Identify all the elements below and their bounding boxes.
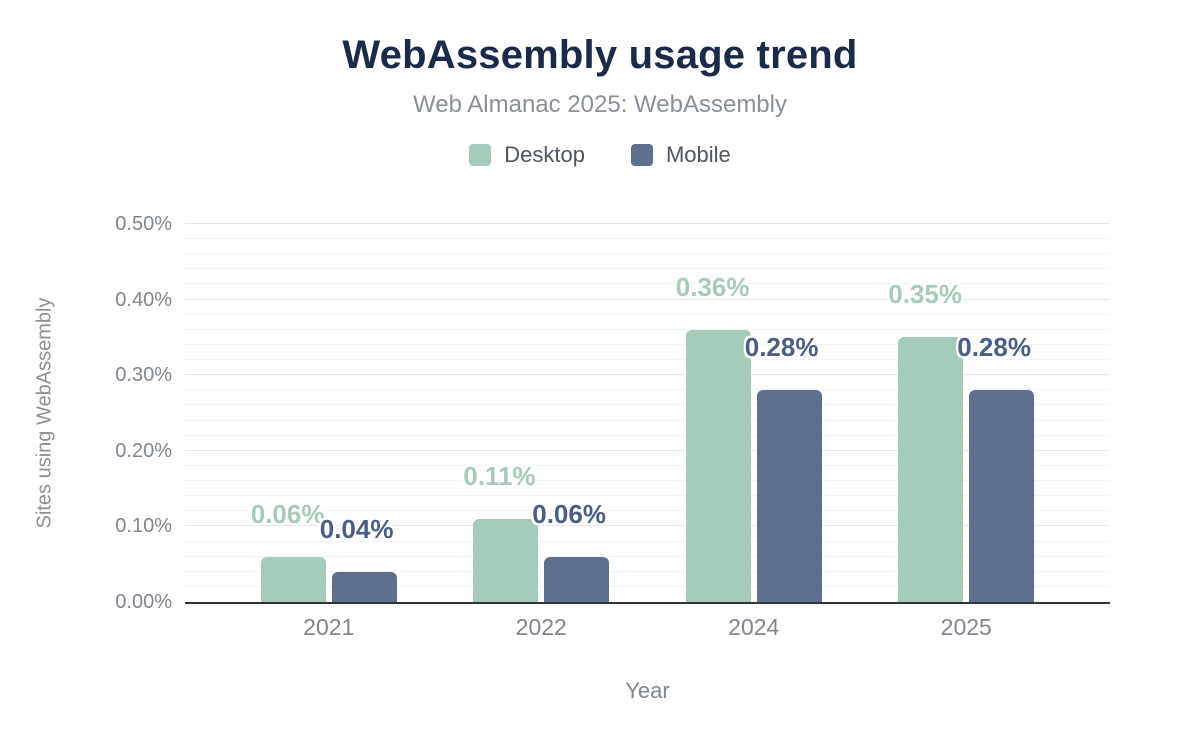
- bar-desktop-2022: [473, 518, 539, 602]
- bar-mobile-2021: [331, 571, 397, 602]
- y-axis-title: Sites using WebAssembly: [33, 297, 56, 529]
- legend-swatch-desktop: [469, 144, 492, 166]
- gridline-major: [185, 374, 1110, 376]
- gridline-major: [185, 298, 1110, 300]
- gridline-minor: [185, 389, 1110, 391]
- bar-desktop-2024: [685, 329, 751, 602]
- gridline-minor: [185, 585, 1110, 587]
- bar-label-mobile-2025: 0.28%: [957, 332, 1031, 363]
- y-tick-0.50%: 0.50%: [115, 213, 172, 235]
- gridline-minor: [185, 419, 1110, 421]
- bar-label-mobile-2022: 0.06%: [532, 498, 606, 529]
- gridline-minor: [185, 464, 1110, 466]
- gridline-minor: [185, 313, 1110, 315]
- y-tick-0.10%: 0.10%: [115, 515, 172, 538]
- gridline-minor: [185, 495, 1110, 497]
- bar-desktop-2025: [898, 337, 964, 602]
- bar-mobile-2024: [756, 390, 822, 602]
- gridline-major: [185, 525, 1110, 527]
- legend-item-mobile[interactable]: Mobile: [630, 142, 731, 168]
- bar-label-mobile-2021: 0.04%: [319, 513, 394, 544]
- bar-label-desktop-2021: 0.06%: [250, 498, 325, 529]
- gridline-major: [185, 449, 1110, 451]
- bar-desktop-2021: [260, 556, 326, 602]
- bar-label-desktop-2022: 0.11%: [463, 460, 536, 491]
- gridline-major: [185, 223, 1110, 224]
- gridline-minor: [185, 480, 1110, 482]
- legend-item-desktop[interactable]: Desktop: [469, 142, 585, 168]
- gridline-minor: [185, 434, 1110, 436]
- y-tick-0.00%: 0.00%: [115, 591, 172, 613]
- gridline-minor: [185, 570, 1110, 572]
- gridline-minor: [185, 238, 1110, 240]
- x-tick-2025: 2025: [940, 614, 992, 640]
- gridline-minor: [185, 555, 1110, 557]
- gridline-minor: [185, 540, 1110, 542]
- bar-mobile-2025: [969, 390, 1035, 602]
- x-axis-line: [185, 602, 1110, 604]
- chart-title: WebAssembly usage trend: [342, 33, 858, 77]
- gridline-minor: [185, 268, 1110, 270]
- bar-label-desktop-2024: 0.36%: [675, 271, 750, 302]
- gridline-minor: [185, 328, 1110, 330]
- y-tick-0.30%: 0.30%: [115, 364, 172, 387]
- bar-mobile-2022: [544, 556, 610, 602]
- x-tick-2021: 2021: [303, 614, 355, 640]
- y-tick-0.20%: 0.20%: [115, 439, 172, 462]
- bar-label-desktop-2025: 0.35%: [888, 279, 962, 310]
- bar-label-mobile-2024: 0.28%: [744, 332, 819, 363]
- chart-subtitle: Web Almanac 2025: WebAssembly: [413, 91, 787, 118]
- gridline-minor: [185, 283, 1110, 285]
- gridline-minor: [185, 359, 1110, 361]
- gridline-minor: [185, 343, 1110, 345]
- legend-swatch-mobile: [630, 144, 653, 166]
- y-tick-0.40%: 0.40%: [115, 288, 172, 311]
- gridline-minor: [185, 253, 1110, 255]
- x-axis-title: Year: [625, 678, 670, 703]
- legend-label-desktop: Desktop: [504, 142, 585, 167]
- legend-label-mobile: Mobile: [665, 142, 731, 167]
- x-tick-2022: 2022: [515, 614, 567, 640]
- x-tick-2024: 2024: [728, 614, 780, 640]
- gridline-minor: [185, 510, 1110, 512]
- plot-area: 0.06% 0.04% 0.11% 0.06% 0.36% 0.28% 0.35% 0.28%: [185, 223, 1110, 604]
- gridline-minor: [185, 404, 1110, 406]
- legend: Desktop Mobile: [0, 142, 1200, 168]
